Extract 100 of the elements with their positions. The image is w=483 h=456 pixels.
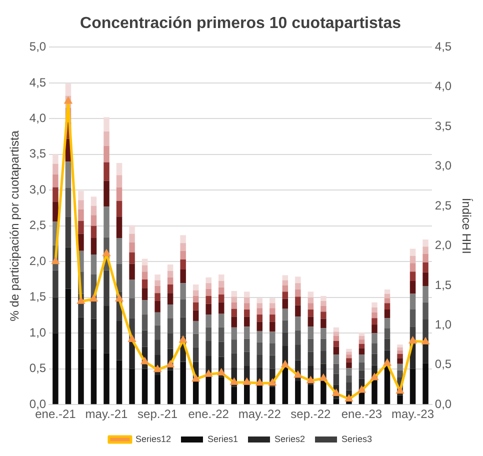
bar [218, 294, 224, 302]
y-tick-label: 1,5 [29, 290, 46, 304]
bar [129, 298, 135, 318]
bar [65, 247, 72, 289]
y-tick-label: 2,0 [29, 254, 46, 268]
y2-tick-label: 3,5 [434, 118, 452, 133]
bar [206, 277, 212, 284]
bar [52, 154, 58, 164]
bar [244, 310, 250, 317]
bar [256, 298, 263, 304]
bar [422, 254, 428, 262]
y-tick-label: 0,0 [29, 396, 46, 411]
bar [90, 238, 97, 254]
bar [180, 235, 186, 244]
bar [256, 314, 263, 322]
bar [180, 270, 186, 284]
bar [116, 200, 122, 217]
bar [346, 358, 352, 362]
bar [282, 280, 288, 286]
bar [231, 386, 237, 404]
bar [129, 264, 135, 280]
bar [116, 216, 122, 238]
bar [78, 234, 84, 251]
bar [308, 297, 314, 304]
bar [308, 384, 314, 404]
bar [346, 354, 352, 358]
legend-label: Series1 [207, 434, 238, 444]
bar [90, 254, 97, 275]
bar [295, 330, 301, 345]
y-tick-label: 2,5 [29, 218, 46, 232]
bar [422, 262, 428, 272]
bar [52, 174, 58, 188]
bar [422, 320, 428, 338]
bar [78, 200, 84, 210]
bar [142, 368, 148, 404]
bar [244, 326, 250, 339]
bar [104, 162, 110, 181]
y2-tick-label: 0,0 [434, 396, 452, 411]
bar [410, 310, 416, 327]
bar [422, 239, 428, 247]
bar [116, 264, 122, 292]
bar [65, 288, 72, 404]
bar [231, 353, 237, 368]
bar [180, 259, 186, 270]
bar [206, 327, 212, 341]
y2-tick-label: 0,5 [434, 357, 452, 372]
y2-tick-label: 2,5 [434, 198, 452, 212]
bar [346, 352, 352, 355]
y2-tick-label: 1,5 [434, 278, 452, 292]
bar [52, 187, 58, 202]
bar [104, 180, 110, 207]
bar [154, 293, 160, 301]
bar [384, 303, 390, 310]
bar [129, 280, 135, 298]
bar [410, 263, 416, 272]
bar [244, 297, 250, 304]
y2-tick-label: 4,5 [434, 40, 452, 54]
bar [167, 304, 174, 318]
bar [167, 293, 174, 305]
bar [358, 354, 365, 362]
bar [65, 188, 72, 217]
bar [320, 328, 326, 339]
bar [104, 306, 110, 354]
bar [104, 146, 110, 162]
bar [282, 275, 288, 280]
bar [206, 296, 212, 304]
bar [256, 342, 263, 355]
bar [167, 277, 174, 285]
bar [218, 280, 224, 288]
bar [410, 280, 416, 294]
bar [308, 326, 314, 339]
bar [270, 355, 276, 369]
bar [116, 187, 122, 201]
bar [192, 320, 199, 334]
x-tick-label: may.-21 [85, 407, 128, 422]
bar [256, 308, 263, 315]
bar [192, 347, 199, 362]
bar [358, 348, 365, 355]
bar [104, 353, 110, 404]
bar [282, 285, 288, 292]
bar [142, 300, 148, 315]
bar [372, 333, 378, 344]
bar [116, 163, 122, 176]
bar [52, 297, 58, 334]
bar [308, 352, 314, 366]
bar [65, 162, 72, 188]
bar [333, 364, 340, 374]
bar [270, 298, 276, 304]
bar [192, 290, 199, 296]
bar [104, 117, 110, 132]
bar [52, 333, 58, 404]
bar [320, 318, 326, 328]
bar [372, 312, 378, 318]
bar [422, 302, 428, 320]
bar [244, 303, 250, 310]
bar [167, 370, 174, 404]
bar [52, 202, 58, 222]
bar [206, 376, 212, 404]
bar [282, 298, 288, 309]
bar [270, 343, 276, 356]
